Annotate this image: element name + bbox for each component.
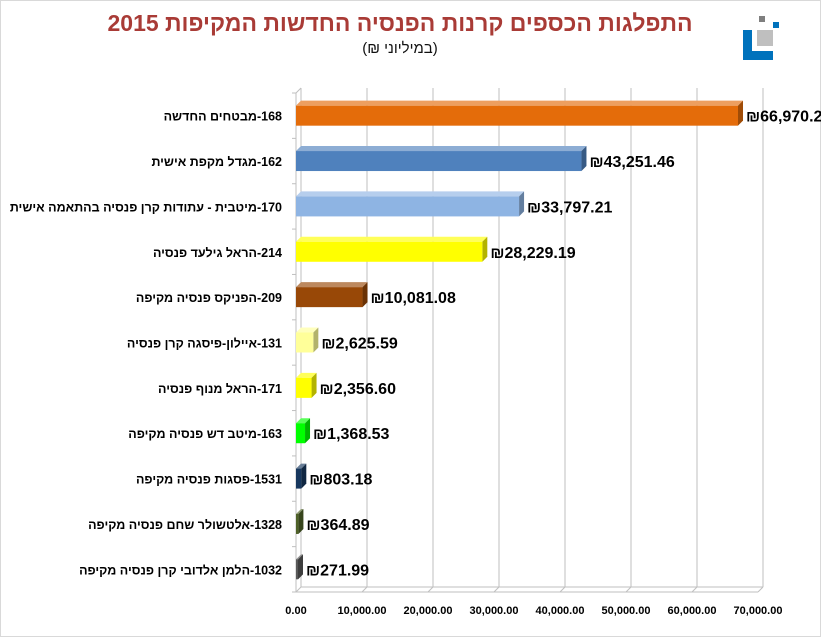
bar-value-label: ₪33,797.21 <box>527 199 612 216</box>
bar-front-face <box>296 151 582 172</box>
bar-side-face <box>738 100 744 126</box>
category-label: 171-הראל מנוף פנסיה <box>158 382 282 396</box>
floor-gridline <box>625 586 632 593</box>
bar-top-face <box>296 100 744 106</box>
bar-top-face <box>296 463 307 469</box>
labels-layer: 0.00 10,000.00 20,000.00 30,000.00 40,000.00… <box>10 109 821 617</box>
category-label: 1328-אלטשולר שחם פנסיה מקיפה <box>88 518 282 532</box>
bar-value-label: ₪10,081.08 <box>371 290 456 307</box>
category-label: 168-מבטחים החדשה <box>164 110 282 124</box>
bar-value-label: ₪803.18 <box>309 472 372 489</box>
bar-top-face <box>296 191 525 197</box>
x-tick-label: 30,000.00 <box>470 605 519 617</box>
bar-front-face <box>296 468 302 489</box>
floor-gridline <box>361 586 368 593</box>
x-tick-label: 50,000.00 <box>602 605 651 617</box>
bar <box>296 146 587 172</box>
bar-side-face <box>519 191 525 217</box>
bar-top-face <box>296 554 303 560</box>
bar-side-face <box>362 282 368 308</box>
bar-front-face <box>296 377 312 398</box>
bar-value-label: ₪66,970.29 <box>746 109 821 126</box>
bar-front-face <box>296 513 299 534</box>
bar-value-label: ₪2,625.59 <box>321 336 398 353</box>
x-tick-label: 60,000.00 <box>668 605 717 617</box>
bar-front-face <box>296 559 298 580</box>
bar <box>296 418 311 444</box>
category-label: 1531-פסגות פנסיה מקיפה <box>136 473 282 487</box>
bar <box>296 100 744 126</box>
bar-value-label: ₪28,229.19 <box>490 245 575 262</box>
bar <box>296 508 304 534</box>
bar-side-face <box>311 372 317 398</box>
bar-side-face <box>301 463 307 489</box>
bar-side-face <box>581 146 587 172</box>
category-label: 162-מגדל מקפת אישית <box>151 155 282 169</box>
bar-top-face <box>296 372 317 378</box>
floor-gridline <box>427 586 434 593</box>
bar <box>296 372 317 398</box>
bar-value-label: ₪2,356.60 <box>320 381 397 398</box>
bar-front-face <box>296 196 520 217</box>
bar-top-face <box>296 327 319 333</box>
bar <box>296 463 307 489</box>
bar-front-face <box>296 241 483 262</box>
wall-edge <box>295 87 302 94</box>
x-tick-label: 20,000.00 <box>404 605 453 617</box>
bar-value-label: ₪271.99 <box>306 562 369 579</box>
bar-front-face <box>296 332 314 353</box>
floor-gridline <box>295 586 302 593</box>
bar-top-face <box>296 508 304 514</box>
bar-side-face <box>298 508 304 534</box>
bar-side-face <box>482 236 488 262</box>
bar-front-face <box>296 105 739 126</box>
x-tick-label: 0.00 <box>285 605 306 617</box>
x-tick-label: 40,000.00 <box>536 605 585 617</box>
bar-top-face <box>296 282 368 288</box>
bar-value-label: ₪364.89 <box>306 517 369 534</box>
category-label: 214-הראל גילעד פנסיה <box>153 246 282 260</box>
bars-layer <box>296 100 744 580</box>
chart-subtitle: (במיליוני ₪) <box>362 40 438 57</box>
bar <box>296 282 368 308</box>
category-label: 209-הפניקס פנסיה מקיפה <box>136 291 282 305</box>
bar-side-face <box>305 418 311 444</box>
bar <box>296 554 303 580</box>
bar-side-face <box>313 327 319 353</box>
bar-top-face <box>296 236 488 242</box>
category-label: 131-איילון-פיסגה קרן פנסיה <box>127 337 282 351</box>
bar-value-label: ₪43,251.46 <box>589 154 674 171</box>
bar-side-face <box>298 554 303 580</box>
bar <box>296 236 488 262</box>
bar-front-face <box>296 423 306 444</box>
floor-gridline <box>559 586 566 593</box>
category-label: 163-מיטב דש פנסיה מקיפה <box>128 427 282 441</box>
bar-front-face <box>296 287 363 308</box>
bar-value-label: ₪1,368.53 <box>313 426 390 443</box>
bar-top-face <box>296 146 587 152</box>
floor-gridline <box>691 586 698 593</box>
bar-top-face <box>296 418 311 424</box>
bar <box>296 191 525 217</box>
x-tick-label: 70,000.00 <box>734 605 783 617</box>
bar <box>296 327 319 353</box>
floor-gridline <box>493 586 500 593</box>
category-label: 170-מיטבית - עתודות קרן פנסיה בהתאמה איש… <box>10 200 282 214</box>
floor-gridline <box>757 586 764 593</box>
x-tick-label: 10,000.00 <box>338 605 387 617</box>
category-label: 1032-הלמן אלדובי קרן פנסיה מקיפה <box>79 563 282 577</box>
corner-logo-icon <box>743 16 779 60</box>
chart-title: התפלגות הכספים קרנות הפנסיה החדשות המקיפ… <box>107 10 693 36</box>
